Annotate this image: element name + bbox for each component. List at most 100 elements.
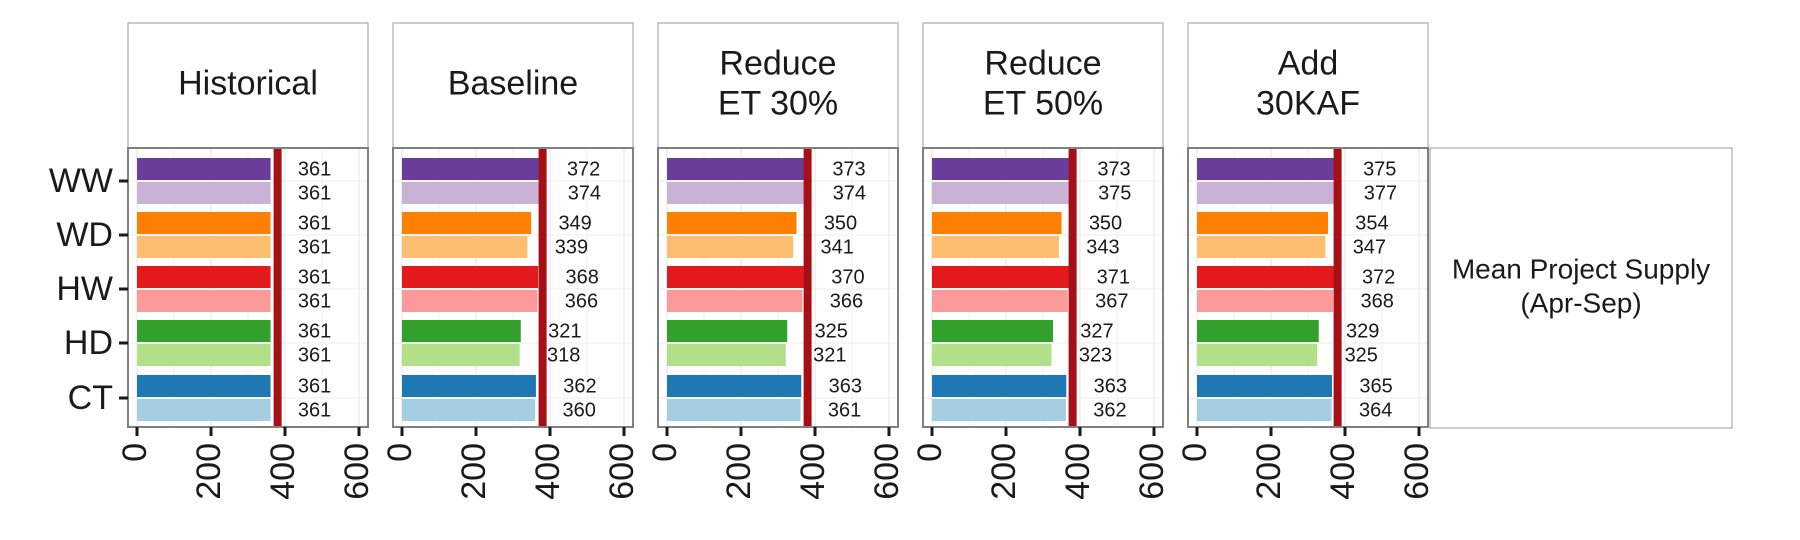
bar	[932, 290, 1068, 312]
bar	[1197, 375, 1333, 397]
facet-title: Reduce ET 50%	[983, 44, 1103, 122]
x-tick-label: 400	[1059, 443, 1097, 500]
bar-value-label: 325	[1345, 344, 1378, 366]
x-tick-label: 0	[1176, 443, 1214, 462]
bar	[137, 182, 271, 204]
panel-border	[657, 147, 899, 428]
x-tick-label: 200	[1250, 443, 1288, 500]
bar-value-label: 371	[1097, 266, 1130, 288]
bar	[667, 158, 806, 180]
bar-value-label: 362	[1093, 399, 1126, 421]
bar-value-label: 354	[1355, 212, 1388, 234]
bar	[1197, 344, 1318, 366]
bar	[667, 344, 786, 366]
bar	[137, 212, 271, 234]
bar-value-label: 367	[1095, 290, 1128, 312]
bar-value-label: 350	[824, 212, 857, 234]
bar	[402, 212, 532, 234]
bar-value-label: 370	[831, 266, 864, 288]
bar	[932, 375, 1067, 397]
bar	[402, 344, 520, 366]
side-label: Mean Project Supply (Apr-Sep)	[1452, 253, 1710, 318]
bar	[932, 158, 1071, 180]
bar-value-label: 361	[298, 236, 331, 258]
bar-value-label: 375	[1363, 158, 1396, 180]
bar-value-label: 321	[813, 344, 846, 366]
category-label: WD	[56, 216, 113, 254]
category-label: HD	[64, 324, 113, 362]
x-tick-label: 600	[1133, 443, 1171, 500]
x-tick-label: 600	[338, 443, 376, 500]
bar	[402, 266, 539, 288]
bar	[137, 399, 271, 421]
bar-value-label: 361	[298, 320, 331, 342]
bar-value-label: 362	[563, 375, 596, 397]
bar-value-label: 361	[828, 399, 861, 421]
x-tick-label: 0	[646, 443, 684, 462]
bar-value-label: 372	[567, 158, 600, 180]
bar-value-label: 349	[558, 212, 591, 234]
bar-value-label: 365	[1359, 375, 1392, 397]
bar	[137, 320, 271, 342]
bar	[402, 290, 538, 312]
category-label: CT	[68, 379, 113, 417]
bar	[1197, 158, 1336, 180]
x-tick-label: 200	[720, 443, 758, 500]
facet-strip	[657, 22, 899, 149]
bar	[402, 182, 541, 204]
bar	[402, 158, 540, 180]
x-tick-label: 200	[985, 443, 1023, 500]
bar-value-label: 341	[820, 236, 853, 258]
category-label: WW	[49, 162, 113, 200]
x-tick-label: 200	[190, 443, 228, 500]
bar-value-label: 368	[565, 266, 598, 288]
bar-value-label: 363	[829, 375, 862, 397]
category-label: HW	[56, 270, 113, 308]
bar	[1197, 320, 1319, 342]
facet-title: Baseline	[448, 64, 578, 102]
bar	[667, 236, 794, 258]
bar	[137, 375, 271, 397]
bar-value-label: 368	[1360, 290, 1393, 312]
bar-value-label: 318	[547, 344, 580, 366]
bar-value-label: 360	[563, 399, 596, 421]
bar	[667, 399, 801, 421]
x-tick-label: 400	[794, 443, 832, 500]
bar-value-label: 321	[548, 320, 581, 342]
bar	[402, 399, 536, 421]
bar	[1197, 212, 1328, 234]
bar	[402, 320, 521, 342]
facet-strip	[127, 22, 369, 149]
bar-value-label: 347	[1353, 236, 1386, 258]
bar-value-label: 350	[1089, 212, 1122, 234]
bar-value-label: 366	[565, 290, 598, 312]
bar-value-label: 364	[1359, 399, 1392, 421]
bar-value-label: 327	[1080, 320, 1113, 342]
bar-value-label: 361	[298, 182, 331, 204]
bar-value-label: 325	[815, 320, 848, 342]
x-tick-label: 200	[455, 443, 493, 500]
facet-strip	[392, 22, 634, 149]
bar-value-label: 373	[832, 158, 865, 180]
bar-value-label: 339	[555, 236, 588, 258]
x-tick-label: 600	[868, 443, 906, 500]
x-tick-label: 0	[381, 443, 419, 462]
facet-title: Add 30KAF	[1256, 44, 1360, 122]
facet-title: Historical	[178, 64, 318, 102]
bar-value-label: 361	[298, 344, 331, 366]
bar-value-label: 363	[1094, 375, 1127, 397]
side-label-box	[1429, 147, 1733, 429]
bar	[667, 375, 802, 397]
facet-strip	[922, 22, 1164, 149]
bar-value-label: 374	[568, 182, 601, 204]
bar	[667, 182, 806, 204]
bar-value-label: 374	[833, 182, 866, 204]
bar	[932, 212, 1062, 234]
bar	[137, 158, 271, 180]
bar-value-label: 323	[1079, 344, 1112, 366]
bar	[667, 320, 788, 342]
bar	[1197, 399, 1332, 421]
x-tick-label: 600	[1398, 443, 1436, 500]
panel-border	[922, 147, 1164, 428]
